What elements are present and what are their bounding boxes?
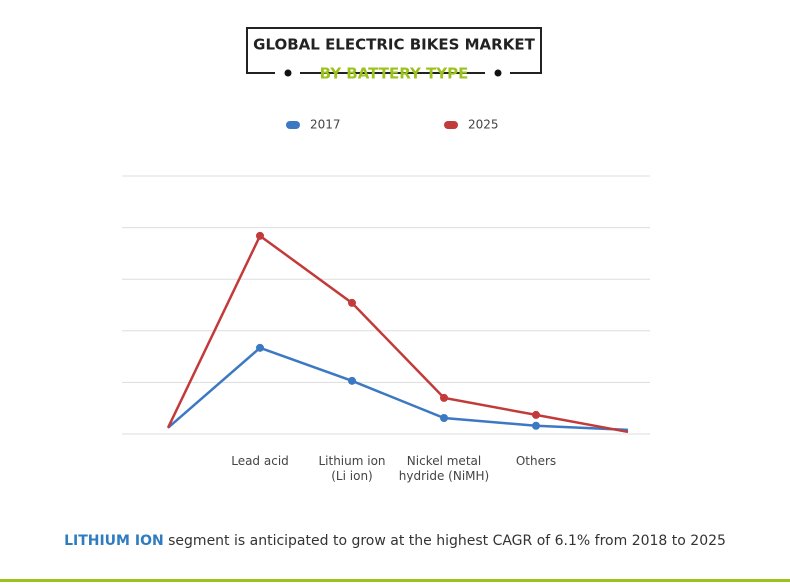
legend-label: 2025 bbox=[468, 118, 499, 132]
annotation-text: segment is anticipated to grow at the hi… bbox=[164, 533, 726, 549]
annotation-highlight: LITHIUM ION bbox=[64, 533, 164, 549]
x-tick-label-line: Lead acid bbox=[231, 454, 289, 468]
legend-swatch bbox=[286, 121, 300, 129]
footer-line bbox=[0, 579, 790, 582]
x-tick-label: Lead acid bbox=[231, 454, 289, 468]
series-line bbox=[166, 233, 629, 434]
chart-subtitle: BY BATTERY TYPE bbox=[320, 65, 469, 83]
x-tick-label-line: hydride (NiMH) bbox=[399, 469, 489, 483]
data-point bbox=[440, 393, 448, 402]
x-tick-label-line: Nickel metal bbox=[407, 454, 481, 468]
data-point bbox=[532, 410, 540, 419]
legend-swatch bbox=[444, 121, 458, 129]
data-point bbox=[440, 414, 448, 423]
data-point bbox=[256, 231, 264, 240]
chart-title: GLOBAL ELECTRIC BIKES MARKET bbox=[253, 36, 535, 54]
data-point bbox=[532, 421, 540, 430]
series-line bbox=[167, 346, 629, 432]
annotation: LITHIUM ION segment is anticipated to gr… bbox=[64, 533, 726, 549]
x-tick-label-line: (Li ion) bbox=[331, 469, 372, 483]
x-tick-label: Lithium ion (Li ion) bbox=[318, 454, 385, 483]
legend-label: 2017 bbox=[310, 118, 341, 132]
data-point bbox=[348, 376, 356, 385]
title-dot bbox=[284, 69, 292, 77]
x-tick-label-line: Others bbox=[516, 454, 556, 468]
data-point bbox=[256, 343, 264, 352]
title-frame bbox=[246, 27, 542, 74]
title-dot bbox=[494, 69, 502, 77]
data-point bbox=[348, 298, 356, 307]
x-tick-label-line: Lithium ion bbox=[318, 454, 385, 468]
x-tick-label: Others bbox=[516, 454, 556, 468]
x-tick-label: Nickel metal hydride (NiMH) bbox=[399, 454, 489, 483]
